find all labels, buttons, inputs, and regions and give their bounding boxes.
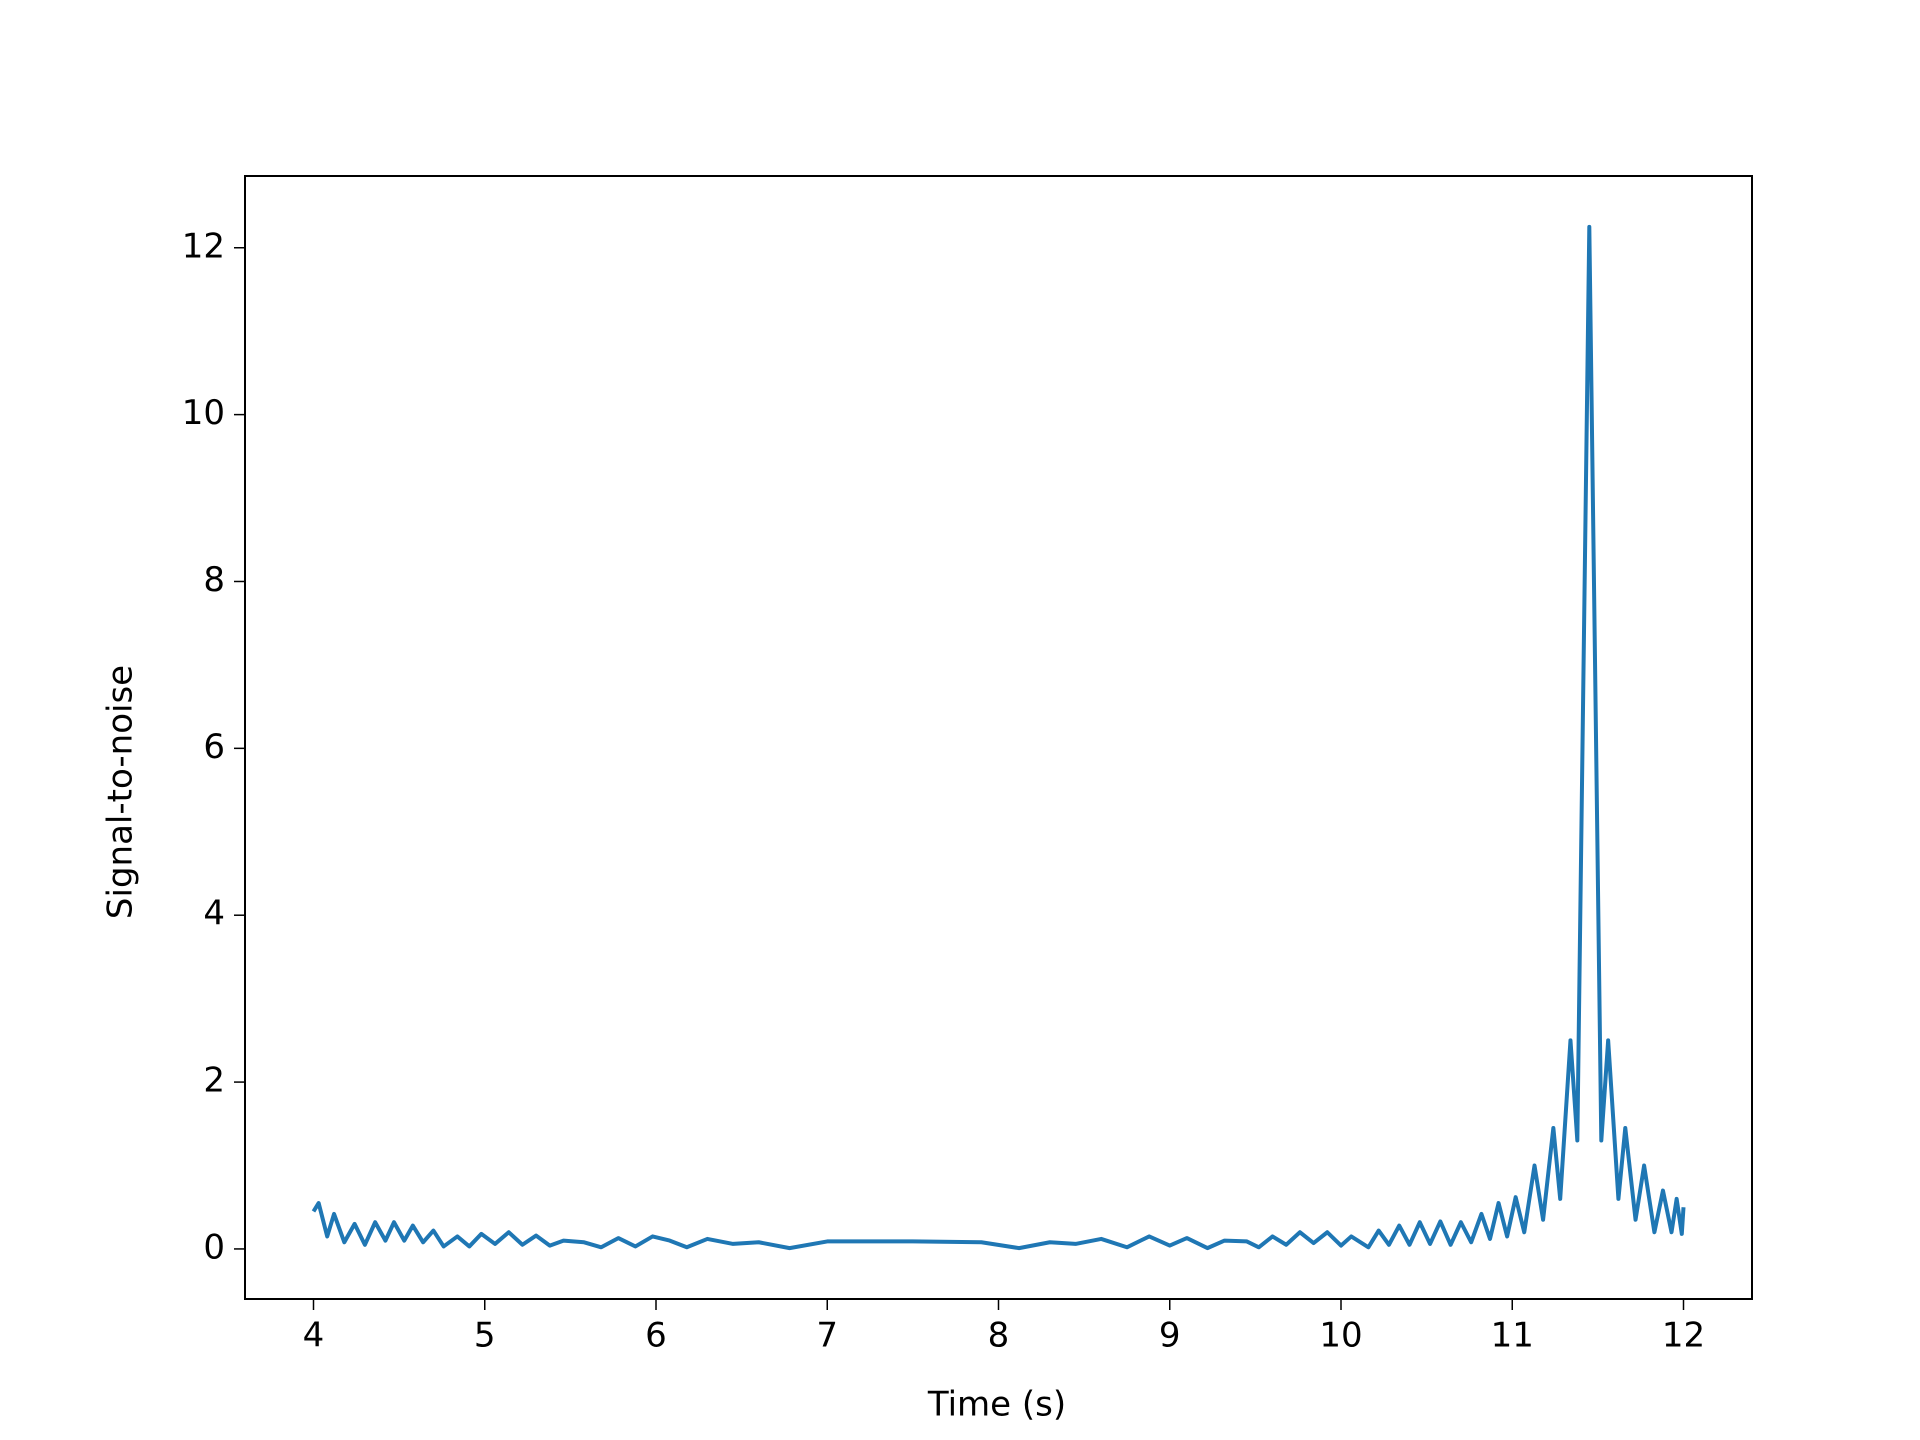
x-tick-label: 5: [474, 1316, 496, 1356]
x-tick-label: 7: [816, 1316, 838, 1356]
y-tick-label: 10: [182, 393, 225, 433]
plot-frame: [244, 175, 1753, 1300]
y-tick-label: 8: [203, 560, 225, 600]
y-tick-label: 12: [182, 226, 225, 266]
x-tick-label: 9: [1159, 1316, 1181, 1356]
y-tick-label: 0: [203, 1227, 225, 1267]
x-axis-label: Time (s): [927, 1385, 1066, 1425]
x-tick-label: 4: [303, 1316, 325, 1356]
x-tick-label: 12: [1662, 1316, 1705, 1356]
y-tick-label: 6: [203, 727, 225, 767]
x-tick-label: 10: [1319, 1316, 1362, 1356]
series-line: [311, 224, 1686, 1251]
x-tick-label: 11: [1491, 1316, 1534, 1356]
y-tick-label: 4: [203, 894, 225, 934]
x-tick-label: 6: [645, 1316, 667, 1356]
y-axis-label: Signal-to-noise: [101, 665, 141, 919]
x-tick-label: 8: [988, 1316, 1010, 1356]
y-tick-label: 2: [203, 1061, 225, 1101]
